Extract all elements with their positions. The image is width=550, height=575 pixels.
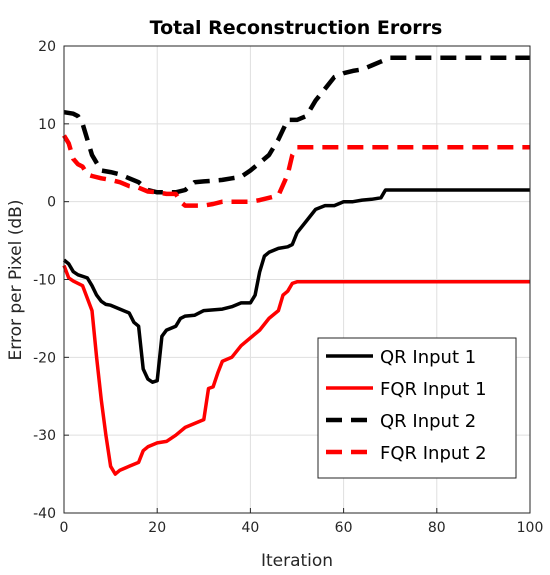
y-tick-label: -20 bbox=[33, 350, 56, 366]
x-tick-label: 80 bbox=[428, 520, 446, 536]
chart-title: Total Reconstruction Erorrs bbox=[150, 17, 443, 39]
legend-label-2: FQR Input 1 bbox=[380, 379, 487, 400]
x-tick-label: 0 bbox=[60, 520, 69, 536]
series-line-3 bbox=[63, 55, 530, 195]
x-tick-label: 60 bbox=[335, 520, 353, 536]
y-tick-label: 10 bbox=[38, 117, 56, 133]
y-axis-label: Error per Pixel (dB) bbox=[6, 200, 26, 361]
series-layer bbox=[62, 55, 530, 476]
ticks: 0 20 40 60 80 100 -40 -30 -20 -10 0 10 20 bbox=[33, 39, 543, 536]
x-tick-label: 40 bbox=[241, 520, 259, 536]
legend: QR Input 1 FQR Input 1 QR Input 2 FQR Input… bbox=[317, 337, 517, 479]
y-tick-label: -10 bbox=[33, 273, 56, 289]
series-line-2 bbox=[62, 264, 530, 476]
x-tick-label: 20 bbox=[148, 520, 166, 536]
y-tick-label: -30 bbox=[33, 428, 56, 444]
legend-label-1: QR Input 1 bbox=[380, 347, 476, 368]
y-tick-label: -40 bbox=[33, 506, 56, 522]
legend-label-3: QR Input 2 bbox=[380, 411, 476, 432]
x-axis-label: Iteration bbox=[261, 551, 333, 571]
series-line-4 bbox=[62, 134, 530, 208]
legend-label-4: FQR Input 2 bbox=[380, 443, 487, 464]
x-tick-label: 100 bbox=[517, 520, 544, 536]
legend-box bbox=[317, 337, 517, 479]
y-tick-label: 0 bbox=[47, 195, 56, 211]
y-tick-label: 20 bbox=[38, 39, 56, 55]
series-line-1 bbox=[62, 188, 530, 384]
